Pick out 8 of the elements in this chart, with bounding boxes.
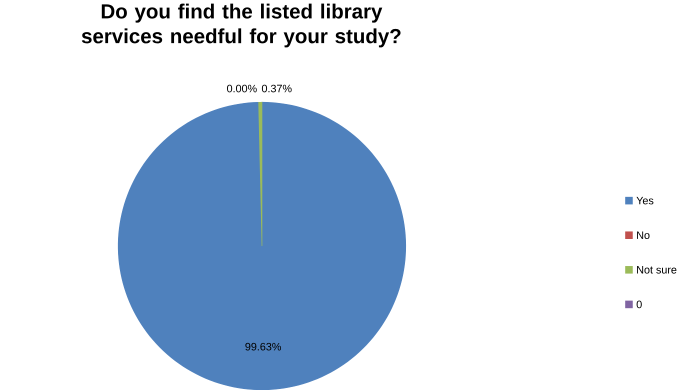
data-label: 0.37% bbox=[262, 84, 292, 92]
legend-label: Not sure bbox=[637, 266, 676, 274]
legend-label: Yes bbox=[636, 196, 654, 204]
legend-label: No bbox=[637, 231, 650, 239]
chart-title: Do you find the listed library services needful for your study? bbox=[82, 4, 401, 48]
data-label: 99.63% bbox=[245, 342, 282, 350]
legend-label: 0 bbox=[636, 300, 642, 308]
text: 0.00% bbox=[227, 84, 257, 92]
